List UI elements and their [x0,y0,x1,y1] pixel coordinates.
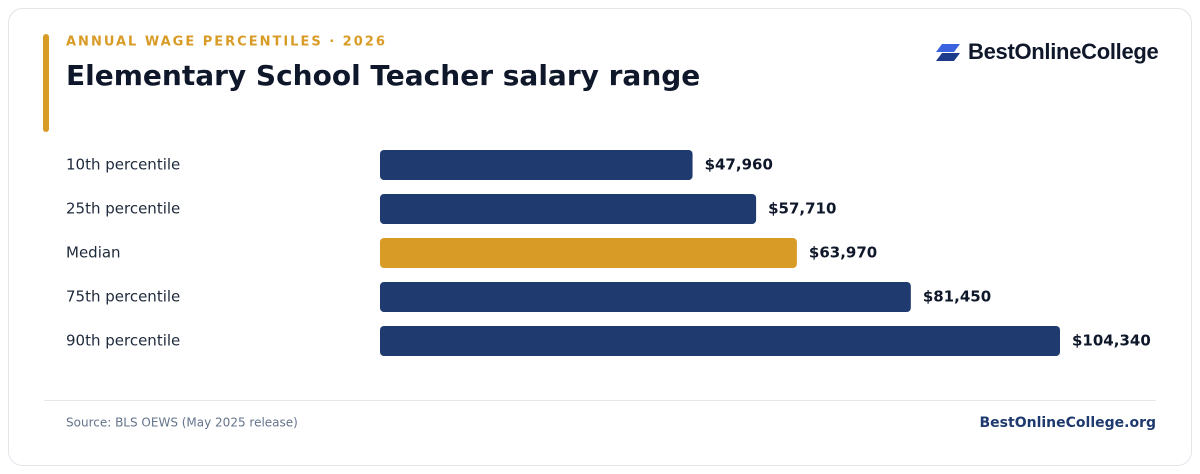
source: Source: BLS OEWS (May 2025 release) [66,416,298,430]
category-label: 75th percentile [66,288,180,306]
value-label: $47,960 [705,156,773,174]
logo: BestOnlineCollege [936,39,1159,64]
logo-icon [936,53,960,61]
value-label: $57,710 [768,200,836,218]
bar [380,194,757,224]
chart-subtitle: ANNUAL WAGE PERCENTILES · 2026 [66,35,387,50]
category-label: 10th percentile [66,156,180,174]
value-label: $104,340 [1072,332,1151,350]
value-label: $81,450 [923,288,991,306]
bar [380,150,693,180]
bar [380,238,797,268]
site-url: BestOnlineCollege.org [980,415,1156,431]
bar [380,282,911,312]
accent-bar [43,34,49,132]
logo-icon [936,44,960,52]
category-label: 25th percentile [66,200,180,218]
bar [380,326,1060,356]
chart-title: Elementary School Teacher salary range [66,59,700,92]
value-label: $63,970 [809,244,877,262]
category-label: 90th percentile [66,332,180,350]
category-label: Median [66,244,121,262]
brand-name: BestOnlineCollege [968,39,1159,64]
